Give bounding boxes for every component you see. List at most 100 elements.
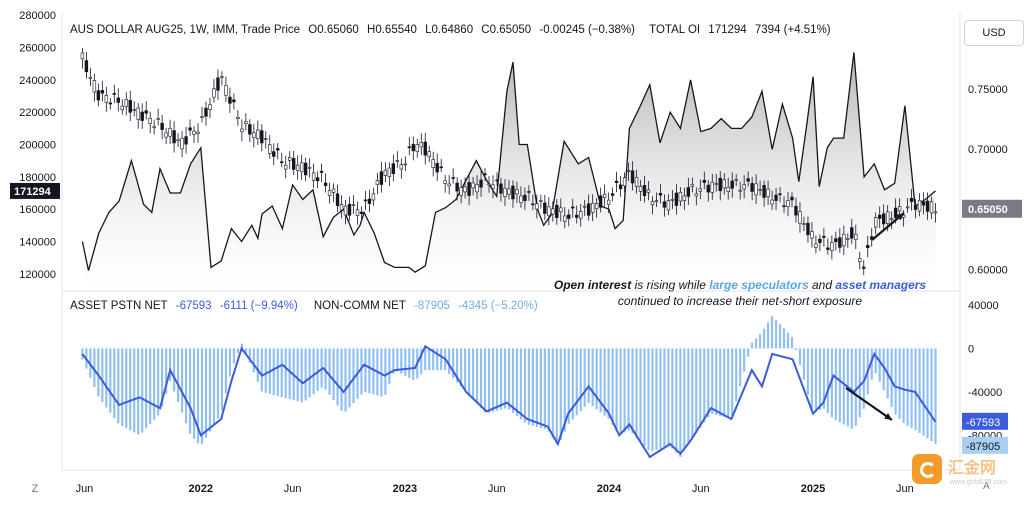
annotation-text: Open interest is rising while large spec… [500, 277, 980, 309]
noncomm-bar [316, 348, 319, 391]
noncomm-bar [483, 348, 487, 412]
noncomm-bar [511, 348, 515, 413]
noncomm-bar [352, 348, 355, 404]
noncomm-bar [583, 348, 586, 407]
candle-body [842, 233, 846, 247]
noncomm-bar [723, 348, 726, 418]
candle-body [148, 118, 152, 124]
candle-body [172, 130, 176, 144]
candle-body [602, 193, 607, 198]
noncomm-bar [256, 348, 259, 382]
candle-body [471, 182, 475, 189]
noncomm-bar [798, 348, 802, 365]
watermark-logo-icon [912, 454, 942, 484]
noncomm-bar [571, 348, 574, 420]
candle-body [144, 110, 148, 114]
noncomm-bar [663, 348, 666, 448]
oi-area [82, 52, 936, 291]
oi-rising-arrow-head [896, 213, 904, 221]
noncomm-bar [216, 348, 220, 419]
noncomm-bar [364, 348, 367, 393]
candle-body [180, 137, 184, 150]
candle-body [806, 222, 810, 236]
annotation-asset-managers: asset managers [835, 278, 927, 292]
candle-body [491, 184, 495, 189]
candle-body [670, 199, 675, 201]
candle-body [212, 88, 216, 98]
noncomm-bar [272, 348, 275, 395]
noncomm-bar [890, 348, 893, 408]
candle-body [758, 189, 762, 191]
noncomm-bar [719, 348, 722, 417]
candle-body [427, 151, 431, 158]
noncomm-bar [766, 322, 770, 349]
candle-body [367, 198, 372, 204]
candle-body [794, 205, 798, 216]
candle-body [311, 172, 316, 181]
noncomm-bar [456, 348, 459, 383]
candle-body [299, 162, 304, 173]
x-axis-tick-label: Jun [76, 483, 94, 495]
candle-body [152, 126, 156, 129]
candle-body [893, 207, 898, 218]
candle-body [112, 93, 117, 95]
candle-body [515, 189, 519, 195]
cot-axis-tick-label: 40000 [968, 300, 999, 312]
candle-body [499, 183, 503, 194]
candle-body [523, 194, 527, 201]
currency-button[interactable]: USD [964, 20, 1024, 46]
candle-body [303, 162, 308, 176]
candle-body [666, 200, 671, 211]
oi-legend-value: 171294 [708, 24, 747, 36]
noncomm-bar [248, 348, 251, 363]
candle-body [419, 142, 423, 148]
candle-body [228, 96, 232, 104]
noncomm-bar [133, 348, 136, 433]
noncomm-last-badge [962, 436, 1008, 454]
candle-body [371, 193, 376, 201]
candle-body [264, 138, 268, 140]
noncomm-bar [184, 348, 188, 424]
candle-body [391, 163, 396, 175]
candle-body [814, 243, 818, 248]
candle-body [399, 164, 404, 170]
noncomm-bar [794, 348, 798, 351]
candle-body [834, 238, 838, 242]
candle-body [339, 204, 344, 211]
noncomm-bar [878, 348, 881, 382]
candle-body [507, 188, 511, 195]
auto-scale-button[interactable]: A [983, 481, 990, 492]
noncomm-bar [125, 348, 128, 429]
noncomm-bar [172, 348, 176, 392]
noncomm-bar [384, 348, 387, 395]
noncomm-bar [129, 348, 132, 431]
candle-body [826, 247, 830, 250]
candle-body [315, 177, 320, 182]
watermark-text: 汇金网 [948, 460, 997, 477]
candle-body [379, 171, 384, 185]
noncomm-bar [137, 348, 140, 435]
noncomm-bar [603, 348, 606, 416]
noncomm-bar [404, 348, 407, 376]
candle-body [571, 206, 575, 209]
noncomm-bar [507, 348, 511, 410]
noncomm-bar [814, 348, 818, 413]
candle-body [351, 204, 356, 206]
noncomm-bar [452, 348, 455, 379]
candle-body [108, 102, 113, 105]
candle-body [272, 151, 276, 157]
noncomm-bar [260, 348, 263, 392]
candle-body [786, 200, 790, 207]
noncomm-bar [180, 348, 184, 413]
candle-body [575, 214, 579, 218]
noncomm-bar [300, 348, 303, 403]
noncomm-bar [918, 348, 921, 433]
oi-legend-change: 7394 (+4.51%) [754, 24, 831, 36]
candle-body [854, 233, 858, 241]
candle-body [395, 160, 400, 162]
x-axis-tick-label: Jun [692, 483, 710, 495]
candle-body [236, 117, 240, 119]
candle-body [387, 167, 392, 177]
noncomm-bar [208, 348, 212, 432]
timezone-button[interactable]: Z [31, 483, 39, 495]
